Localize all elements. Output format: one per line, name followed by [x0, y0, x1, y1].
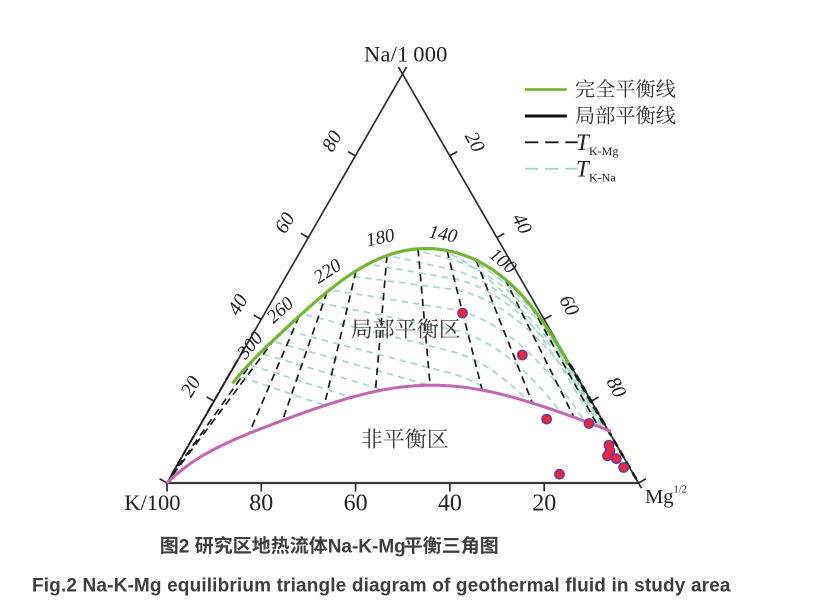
svg-text:140: 140: [427, 222, 459, 248]
svg-text:Fig.2 Na-K-Mg equilibrium tria: Fig.2 Na-K-Mg equilibrium triangle diagr…: [32, 575, 731, 596]
svg-text:20: 20: [532, 491, 556, 517]
svg-text:Na-K-Mg: Na-K-Mg: [328, 536, 406, 557]
svg-text:K/100: K/100: [124, 490, 180, 515]
svg-text:80: 80: [249, 491, 273, 517]
svg-text:T: T: [576, 130, 591, 155]
svg-text:Na/1 000: Na/1 000: [364, 41, 448, 66]
svg-text:T: T: [576, 157, 591, 182]
svg-text:60: 60: [344, 491, 368, 517]
svg-text:40: 40: [438, 491, 462, 517]
svg-text:K-Mg: K-Mg: [589, 144, 618, 158]
svg-text:2: 2: [179, 536, 190, 557]
svg-text:K-Na: K-Na: [589, 171, 616, 185]
